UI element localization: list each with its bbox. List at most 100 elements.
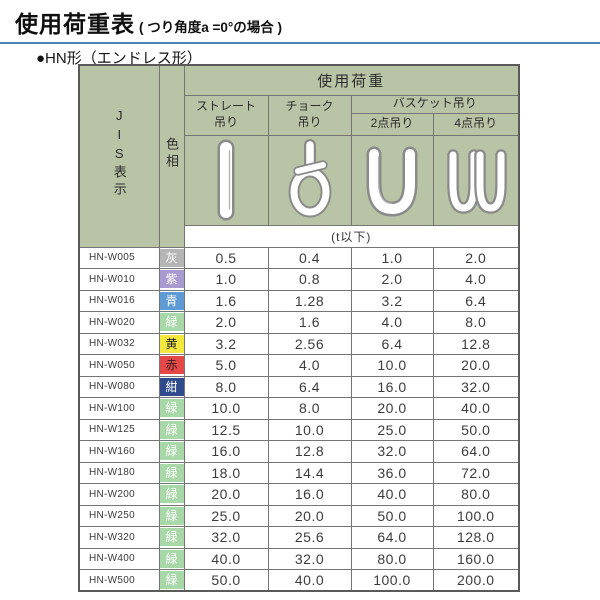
model-label: HN-W400: [78, 547, 160, 570]
page-title: 使用荷重表 ( つり角度a =0°の場合 ): [15, 5, 282, 39]
table-row: HN-W400 緑 40.0 32.0 80.0 160.0: [78, 547, 520, 570]
model-label: HN-W005: [78, 246, 160, 269]
load-value: 32.0: [350, 440, 434, 463]
load-value: 1.28: [267, 289, 352, 312]
load-value: 2.0: [183, 311, 269, 334]
table-row: HN-W100 緑 10.0 8.0 20.0 40.0: [78, 397, 520, 420]
load-value: 6.4: [350, 332, 434, 355]
load-value: 20.0: [432, 354, 520, 377]
load-value: 80.0: [432, 483, 520, 506]
load-value: 40.0: [267, 569, 352, 592]
straight-sling-icon: [183, 134, 269, 226]
color-chip: 赤: [160, 356, 183, 375]
load-value: 20.0: [183, 483, 269, 506]
color-chip: 緑: [160, 420, 183, 439]
load-value: 16.0: [183, 440, 269, 463]
load-value: 8.0: [183, 375, 269, 398]
load-value: 3.2: [183, 332, 269, 355]
model-label: HN-W250: [78, 504, 160, 527]
model-label: HN-W180: [78, 461, 160, 484]
load-value: 2.0: [350, 268, 434, 291]
load-value: 32.0: [267, 547, 352, 570]
load-value: 100.0: [350, 569, 434, 592]
color-chip: 紫: [160, 270, 183, 289]
load-value: 25.0: [350, 418, 434, 441]
load-value: 2.56: [267, 332, 352, 355]
section-label: ●HN形（エンドレス形）: [36, 50, 202, 67]
page-title-main: 使用荷重表: [15, 11, 135, 37]
model-label: HN-W050: [78, 354, 160, 377]
load-value: 8.0: [267, 397, 352, 420]
color-chip: 緑: [160, 399, 183, 418]
load-value: 50.0: [350, 504, 434, 527]
load-value: 18.0: [183, 461, 269, 484]
col-basket: バスケット吊り: [350, 94, 520, 114]
load-value: 72.0: [432, 461, 520, 484]
load-value: 1.0: [183, 268, 269, 291]
unit-note: (t以下): [183, 224, 520, 248]
model-label: HN-W500: [78, 569, 160, 592]
color-chip: 緑: [160, 506, 183, 525]
load-value: 12.5: [183, 418, 269, 441]
table-row: HN-W020 緑 2.0 1.6 4.0 8.0: [78, 311, 520, 334]
load-value: 14.4: [267, 461, 352, 484]
col-basket-2point: 2点吊り: [350, 112, 434, 136]
color-chip: 紺: [160, 377, 183, 396]
load-value: 40.0: [350, 483, 434, 506]
load-value: 10.0: [350, 354, 434, 377]
table-row: HN-W250 緑 25.0 20.0 50.0 100.0: [78, 504, 520, 527]
table-row: HN-W320 緑 32.0 25.6 64.0 128.0: [78, 526, 520, 549]
load-value: 4.0: [350, 311, 434, 334]
load-table: JIS表示 色相 使用荷重 ストレート 吊り チョーク 吊り バスケット吊り 2…: [78, 64, 520, 592]
load-value: 36.0: [350, 461, 434, 484]
load-value: 40.0: [183, 547, 269, 570]
load-value: 10.0: [267, 418, 352, 441]
load-value: 50.0: [183, 569, 269, 592]
load-value: 80.0: [350, 547, 434, 570]
table-row: HN-W200 緑 20.0 16.0 40.0 80.0: [78, 483, 520, 506]
jis-header-cell: JIS表示: [78, 64, 160, 248]
table-row: HN-W050 赤 5.0 4.0 10.0 20.0: [78, 354, 520, 377]
model-label: HN-W200: [78, 483, 160, 506]
load-value: 3.2: [350, 289, 434, 312]
load-value: 5.0: [183, 354, 269, 377]
load-value: 20.0: [267, 504, 352, 527]
load-value: 64.0: [350, 526, 434, 549]
color-header-cell: 色相: [158, 64, 185, 248]
model-label: HN-W010: [78, 268, 160, 291]
load-value: 1.6: [267, 311, 352, 334]
load-value: 0.8: [267, 268, 352, 291]
load-value: 6.4: [432, 289, 520, 312]
basket-4point-icon: [432, 134, 520, 226]
load-value: 0.4: [267, 246, 352, 269]
col-straight: ストレート 吊り: [183, 94, 269, 136]
model-label: HN-W020: [78, 311, 160, 334]
model-label: HN-W100: [78, 397, 160, 420]
load-value: 20.0: [350, 397, 434, 420]
color-chip: 青: [160, 291, 183, 310]
model-label: HN-W320: [78, 526, 160, 549]
model-label: HN-W016: [78, 289, 160, 312]
color-header: 色相: [164, 136, 179, 171]
load-value: 2.0: [432, 246, 520, 269]
table-row: HN-W500 緑 50.0 40.0 100.0 200.0: [78, 569, 520, 592]
choke-sling-icon: [267, 134, 352, 226]
load-value: 1.6: [183, 289, 269, 312]
load-value: 50.0: [432, 418, 520, 441]
load-value: 6.4: [267, 375, 352, 398]
load-value: 0.5: [183, 246, 269, 269]
load-value: 8.0: [432, 311, 520, 334]
load-value: 40.0: [432, 397, 520, 420]
load-value: 160.0: [432, 547, 520, 570]
model-label: HN-W080: [78, 375, 160, 398]
load-value: 16.0: [267, 483, 352, 506]
table-row: HN-W016 青 1.6 1.28 3.2 6.4: [78, 289, 520, 312]
model-label: HN-W125: [78, 418, 160, 441]
basket-2point-icon: [350, 134, 434, 226]
table-row: HN-W032 黄 3.2 2.56 6.4 12.8: [78, 332, 520, 355]
table-row: HN-W160 緑 16.0 12.8 32.0 64.0: [78, 440, 520, 463]
load-value: 32.0: [183, 526, 269, 549]
load-value: 12.8: [267, 440, 352, 463]
load-value: 4.0: [432, 268, 520, 291]
